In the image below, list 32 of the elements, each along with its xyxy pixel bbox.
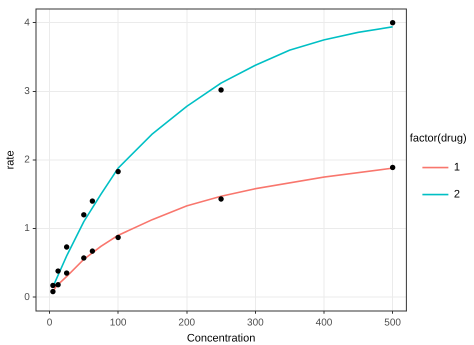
point (115, 234, 121, 240)
x-tick-label: 0 (46, 318, 53, 329)
x-tick-label: 500 (384, 318, 402, 329)
point (390, 164, 396, 170)
y-tick-label: 2 (24, 154, 30, 166)
point (50, 288, 56, 294)
point (81, 212, 87, 218)
point (81, 255, 87, 261)
x-tick-label: 400 (316, 318, 333, 329)
x-tick-label: 200 (178, 318, 196, 329)
y-tick-label: 4 (24, 17, 30, 28)
legend-title: factor(drug) (410, 132, 467, 144)
point (55, 282, 61, 288)
point (55, 268, 61, 274)
y-tick-label: 0 (24, 292, 30, 303)
point (115, 168, 121, 174)
y-tick-label: 1 (24, 223, 30, 234)
point (64, 270, 70, 276)
point (90, 248, 96, 254)
x-tick-label: 100 (110, 318, 127, 329)
point (218, 196, 224, 202)
point (50, 282, 56, 288)
x-tick-label: 300 (247, 318, 264, 329)
x-axis-title: Concentration (186, 332, 256, 344)
point (390, 20, 396, 26)
y-tick-label: 3 (24, 86, 30, 98)
y-axis-title: rate (4, 150, 17, 170)
legend-label: 1 (454, 162, 460, 174)
point (218, 87, 224, 93)
point (64, 244, 70, 250)
legend-label: 2 (454, 188, 460, 201)
point (90, 198, 96, 204)
